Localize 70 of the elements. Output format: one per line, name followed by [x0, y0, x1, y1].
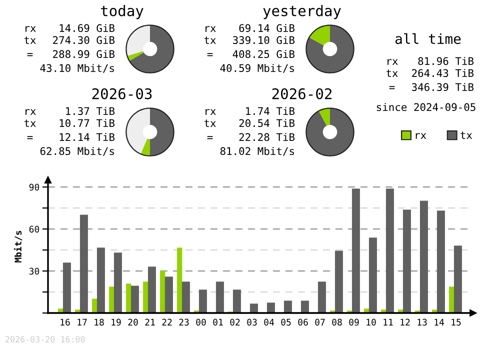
text: 346.39 TiB	[412, 82, 474, 92]
chart-title: today	[100, 4, 144, 20]
text: =	[27, 136, 33, 140]
text: 408.25 GiB	[232, 50, 295, 58]
text: rx	[388, 59, 398, 65]
x-tick-label: 09	[349, 318, 359, 326]
x-tick-label: 11	[384, 318, 393, 326]
text: 1.37 TiB	[66, 106, 115, 116]
text: 288.99 GiB	[53, 50, 115, 58]
text: 40.59 Mbit/s	[220, 64, 294, 73]
x-tick-label: 23	[179, 318, 189, 326]
text: =	[389, 86, 395, 90]
x-tick-label: 04	[264, 318, 274, 326]
y-axis-title: Mbit/s	[14, 230, 22, 262]
text: 10.77 TiB	[60, 118, 115, 128]
text: rx	[26, 26, 36, 32]
x-tick-label: 19	[112, 318, 121, 326]
x-tick-label: 03	[247, 318, 257, 326]
x-tick-label: 15	[452, 318, 461, 326]
x-tick-label: 06	[298, 318, 308, 326]
text: =	[207, 53, 213, 56]
x-tick-label: 18	[94, 318, 104, 326]
text: 62.85 Mbit/s	[40, 146, 114, 156]
text: 339.10 GiB	[232, 36, 295, 44]
text: all time	[395, 33, 461, 44]
legend-label: rx	[416, 133, 426, 139]
chart-title: 2026-03	[92, 88, 152, 100]
x-tick-label: 05	[281, 318, 291, 326]
text: since 2024-09-05	[376, 102, 476, 112]
text: 81.02 Mbit/s	[220, 146, 294, 156]
x-tick-label: 01	[213, 318, 223, 326]
text: 69.14 GiB	[239, 24, 295, 32]
text: 264.43 TiB	[412, 68, 474, 78]
y-tick-label: 30	[29, 268, 40, 275]
text: 274.30 GiB	[53, 36, 115, 44]
x-tick-label: 21	[145, 318, 155, 326]
chart-title: 2026-02	[272, 88, 332, 100]
x-tick-label: 14	[434, 318, 444, 326]
x-tick-label: 07	[315, 318, 325, 326]
text: =	[207, 136, 213, 140]
text: tx	[204, 120, 216, 127]
text: 43.10 Mbit/s	[40, 64, 114, 73]
text: tx	[386, 70, 398, 77]
text: 14.69 GiB	[60, 24, 115, 32]
x-tick-label: 17	[78, 318, 87, 326]
text: 20.54 TiB	[239, 118, 295, 128]
text: rx	[206, 109, 216, 115]
x-tick-label: 00	[196, 318, 206, 326]
x-tick-label: 02	[230, 318, 240, 326]
legend-label: tx	[460, 132, 472, 139]
chart-title: yesterday	[263, 4, 341, 20]
text: 12.14 TiB	[60, 132, 115, 141]
x-tick-label: 16	[60, 318, 70, 326]
x-tick-label: 20	[128, 318, 138, 326]
x-tick-label: 22	[162, 318, 172, 326]
text: =	[27, 53, 33, 56]
text: tx	[204, 36, 216, 44]
x-tick-label: 12	[400, 318, 410, 326]
text: rx	[206, 26, 216, 32]
y-tick-label: 90	[29, 184, 40, 191]
text: 81.96 TiB	[418, 56, 474, 66]
text: tx	[24, 36, 36, 44]
text: 1.74 TiB	[246, 106, 295, 115]
x-tick-label: 13	[418, 318, 427, 326]
text: 22.28 TiB	[239, 132, 295, 142]
y-tick-label: 60	[29, 226, 40, 233]
x-tick-label: 10	[366, 318, 376, 326]
x-tick-label: 08	[332, 318, 342, 326]
text: rx	[26, 109, 36, 115]
text: tx	[24, 120, 36, 127]
